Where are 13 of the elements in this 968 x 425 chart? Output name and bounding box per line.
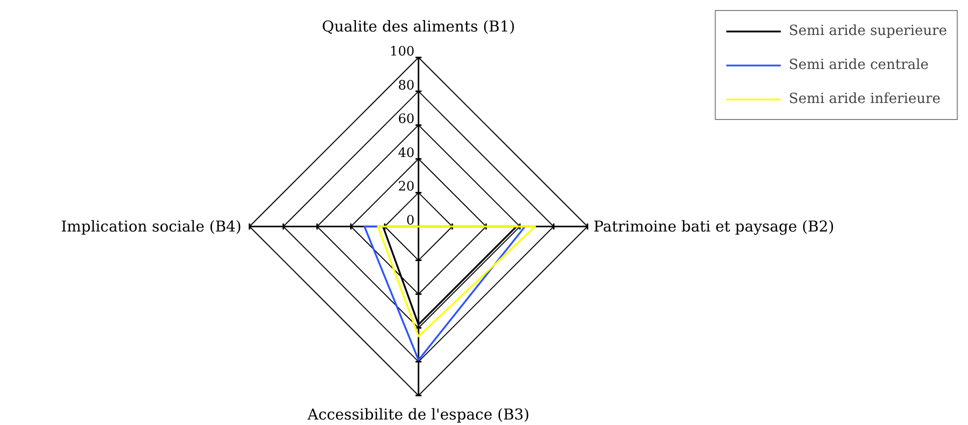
spoke-label: Accessibilite de l'espace (B3) [306,406,530,424]
spoke-label: Patrimoine bati et paysage (B2) [594,218,834,236]
spoke-label: Qualite des aliments (B1) [322,18,516,36]
legend-label: Semi aride inferieure [788,91,940,107]
y-tick-label: 80 [398,78,415,94]
spoke-label: Implication sociale (B4) [60,218,242,236]
legend-label: Semi aride superieure [788,23,947,39]
legend-label: Semi aride centrale [788,57,929,73]
y-tick-label: 40 [398,146,415,161]
y-tick-label: 100 [390,44,415,60]
y-tick-label: 60 [398,112,415,128]
y-tick-label: 20 [398,180,415,195]
y-tick-label: 0 [406,214,415,228]
